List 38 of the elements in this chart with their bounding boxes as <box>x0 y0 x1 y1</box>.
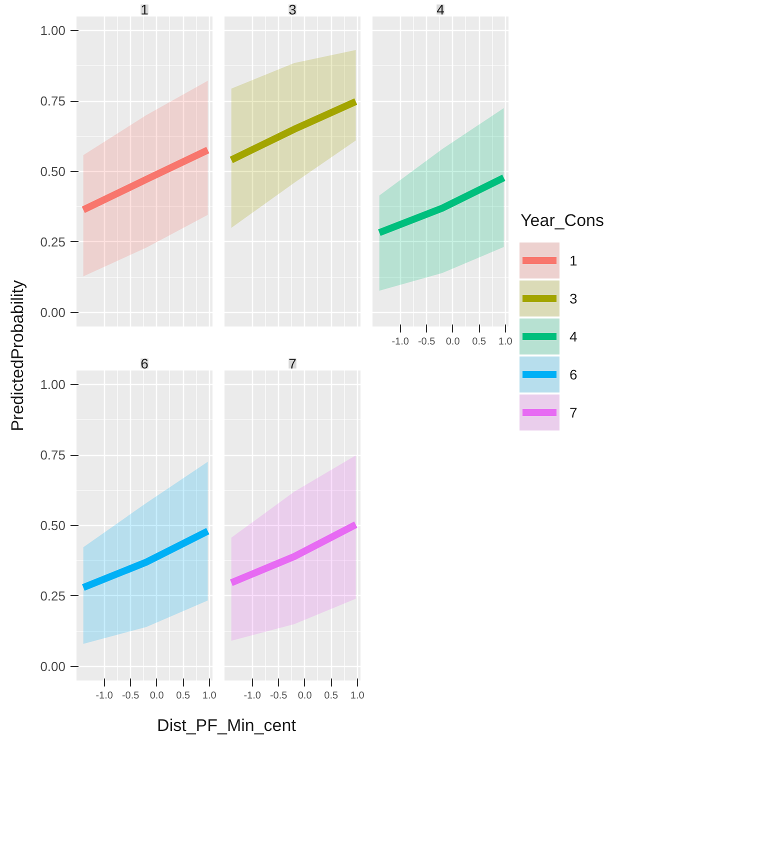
x-tick-label: -0.5 <box>418 336 436 348</box>
y-tick-label: 0.75 <box>40 448 66 463</box>
chart-title: 1 <box>140 2 149 18</box>
x-tick-label: 0.5 <box>472 336 486 348</box>
y-tick-label: 0.25 <box>40 588 66 604</box>
chart-title: 4 <box>436 2 445 18</box>
y-tick-label: 0.00 <box>40 304 66 320</box>
legend-label: 6 <box>570 366 578 382</box>
y-tick-label: 1.00 <box>40 377 66 392</box>
chart-title: 7 <box>288 356 297 372</box>
x-tick-label: -1.0 <box>392 336 410 348</box>
x-tick-label: 1.0 <box>202 690 217 702</box>
legend-title: Year_Cons <box>520 211 604 230</box>
x-axis-title: Dist_PF_Min_cent <box>157 716 296 735</box>
x-tick-label: -1.0 <box>244 690 262 702</box>
y-axis-title: PredictedProbability <box>8 280 27 432</box>
chart-title: 3 <box>288 2 297 18</box>
x-tick-label: -0.5 <box>270 690 288 702</box>
x-tick-label: 0.5 <box>324 690 338 702</box>
y-tick-label: 0.00 <box>40 658 66 674</box>
x-tick-label: 1.0 <box>350 690 365 702</box>
legend-label: 4 <box>570 328 578 344</box>
x-tick-label: -0.5 <box>122 690 140 702</box>
y-tick-label: 0.25 <box>40 234 66 250</box>
y-tick-label: 0.50 <box>40 518 66 533</box>
x-tick-label: 0.5 <box>176 690 190 702</box>
y-tick-label: 0.75 <box>40 94 66 109</box>
y-tick-label: 0.50 <box>40 164 66 179</box>
legend-label: 1 <box>570 252 578 268</box>
chart-title: 6 <box>140 356 149 372</box>
x-tick-label: 0.0 <box>150 690 164 702</box>
legend-label: 7 <box>570 404 578 420</box>
x-tick-label: -1.0 <box>96 690 114 702</box>
y-tick-label: 1.00 <box>40 23 66 38</box>
legend-label: 3 <box>570 290 578 306</box>
x-tick-label: 0.0 <box>446 336 460 348</box>
x-tick-label: 0.0 <box>298 690 312 702</box>
x-tick-label: 1.0 <box>498 336 513 348</box>
